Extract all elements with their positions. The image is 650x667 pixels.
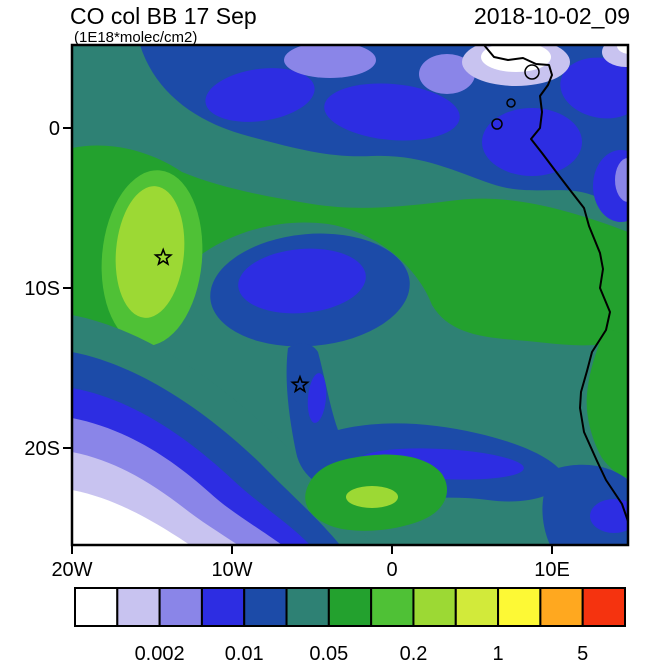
colorbar-label: 0.05: [309, 643, 348, 665]
colorbar-label: 5: [577, 643, 588, 665]
island-sao-tome: [491, 118, 503, 130]
colorbar-cells: [74, 587, 627, 627]
colorbar-cell: [243, 587, 288, 627]
axis-tick-marks: [63, 127, 553, 554]
plot-units-subtitle: (1E18*molec/cm2): [74, 29, 197, 46]
colorbar-cell: [412, 587, 457, 627]
contour-gulf-blue-patch: [482, 108, 582, 176]
plot-timestamp: 2018-10-02_09: [474, 3, 630, 29]
map-frame: [70, 43, 630, 547]
x-axis-label-0: 0: [386, 559, 397, 581]
contour-north-periwinkle-patch: [419, 54, 475, 94]
y-axis-label-20s: 20S: [24, 438, 60, 460]
colorbar-label: 1: [493, 643, 504, 665]
colorbar-label: 0.002: [135, 643, 185, 665]
coastline-africa: [483, 45, 628, 525]
colorbar-cell: [158, 587, 203, 627]
colorbar-cell: [327, 587, 373, 627]
y-axis-label-10s: 10S: [24, 278, 60, 300]
x-axis-label-20w: 20W: [51, 559, 92, 581]
colorbar-label: 0.01: [225, 643, 264, 665]
star-marker: [153, 247, 173, 266]
contour-north-periwinkle-patch: [284, 45, 376, 78]
x-axis-label-10w: 10W: [211, 559, 252, 581]
colorbar-cell: [116, 587, 161, 627]
contour-coastal-green-strip: [586, 328, 628, 478]
colorbar-cell: [581, 587, 627, 627]
contour-north-blue-patch: [205, 68, 315, 122]
contour-central-eddy-blue-core: [238, 248, 366, 314]
colorbar-cell: [74, 587, 119, 627]
colorbar-cell: [200, 587, 246, 627]
island-bioko: [524, 64, 540, 80]
colorbar-cell: [497, 587, 542, 627]
contour-sw-white-minimum: [72, 490, 190, 545]
contour-northeast-blue-patch: [560, 57, 628, 119]
contour-northeast-corner-white: [617, 45, 628, 54]
contour-green-plume-arc: [72, 145, 628, 523]
colorbar-cell: [539, 587, 584, 627]
colorbar-cell: [454, 587, 500, 627]
island-principe: [506, 98, 516, 108]
plot-title: CO col BB 17 Sep: [70, 3, 257, 29]
contour-se-blue-core: [590, 499, 628, 533]
star-marker: [290, 374, 310, 394]
contour-south-light-green-spot: [346, 486, 398, 508]
contour-east-edge-periwinkle-patch: [615, 158, 628, 202]
contour-north-white-minimum: [481, 45, 551, 72]
contour-north-blue-patch: [324, 83, 460, 141]
contour-plume-ridge-light-green: [115, 186, 185, 318]
contour-strip-blue-core: [307, 373, 327, 423]
colorbar-label: 0.2: [400, 643, 428, 665]
x-axis-label-10e: 10E: [534, 559, 570, 581]
colorbar-cell: [285, 587, 330, 627]
y-axis-label-0: 0: [49, 118, 60, 140]
colorbar-cell: [370, 587, 415, 627]
contour-field: [72, 45, 628, 545]
